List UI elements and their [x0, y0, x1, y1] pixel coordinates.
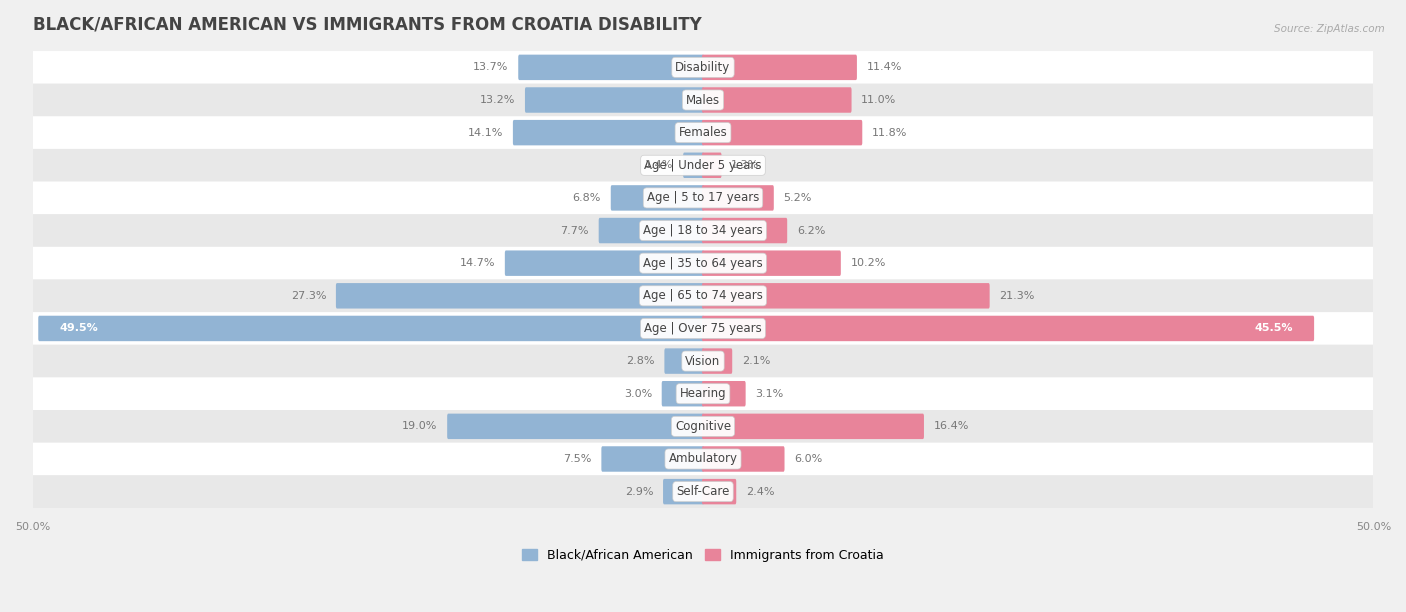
Text: Cognitive: Cognitive	[675, 420, 731, 433]
Text: 2.9%: 2.9%	[624, 487, 654, 496]
Text: 3.0%: 3.0%	[624, 389, 652, 399]
Text: Self-Care: Self-Care	[676, 485, 730, 498]
FancyBboxPatch shape	[702, 54, 856, 80]
Text: Age | 35 to 64 years: Age | 35 to 64 years	[643, 256, 763, 270]
FancyBboxPatch shape	[38, 316, 704, 341]
FancyBboxPatch shape	[702, 479, 737, 504]
Text: 6.0%: 6.0%	[794, 454, 823, 464]
FancyBboxPatch shape	[524, 88, 704, 113]
Text: Age | 5 to 17 years: Age | 5 to 17 years	[647, 192, 759, 204]
Text: 2.1%: 2.1%	[742, 356, 770, 366]
Text: BLACK/AFRICAN AMERICAN VS IMMIGRANTS FROM CROATIA DISABILITY: BLACK/AFRICAN AMERICAN VS IMMIGRANTS FRO…	[32, 15, 702, 33]
Text: Source: ZipAtlas.com: Source: ZipAtlas.com	[1274, 24, 1385, 34]
Text: 6.2%: 6.2%	[797, 226, 825, 236]
FancyBboxPatch shape	[32, 280, 1374, 312]
FancyBboxPatch shape	[519, 54, 704, 80]
FancyBboxPatch shape	[702, 446, 785, 472]
Text: 19.0%: 19.0%	[402, 421, 437, 431]
Text: Age | Under 5 years: Age | Under 5 years	[644, 159, 762, 172]
FancyBboxPatch shape	[610, 185, 704, 211]
Legend: Black/African American, Immigrants from Croatia: Black/African American, Immigrants from …	[517, 543, 889, 567]
FancyBboxPatch shape	[32, 149, 1374, 182]
FancyBboxPatch shape	[664, 479, 704, 504]
FancyBboxPatch shape	[32, 312, 1374, 345]
Text: 1.3%: 1.3%	[731, 160, 759, 170]
FancyBboxPatch shape	[702, 381, 745, 406]
FancyBboxPatch shape	[32, 442, 1374, 476]
Text: 49.5%: 49.5%	[59, 324, 98, 334]
Text: 13.2%: 13.2%	[479, 95, 515, 105]
FancyBboxPatch shape	[32, 214, 1374, 247]
FancyBboxPatch shape	[32, 51, 1374, 84]
Text: Ambulatory: Ambulatory	[668, 452, 738, 466]
Text: 5.2%: 5.2%	[783, 193, 811, 203]
Text: 21.3%: 21.3%	[1000, 291, 1035, 301]
FancyBboxPatch shape	[662, 381, 704, 406]
Text: Age | Over 75 years: Age | Over 75 years	[644, 322, 762, 335]
Text: Males: Males	[686, 94, 720, 106]
Text: 16.4%: 16.4%	[934, 421, 969, 431]
Text: 7.7%: 7.7%	[561, 226, 589, 236]
FancyBboxPatch shape	[665, 348, 704, 374]
FancyBboxPatch shape	[702, 283, 990, 308]
Text: Vision: Vision	[685, 354, 721, 368]
FancyBboxPatch shape	[683, 152, 704, 178]
Text: 2.4%: 2.4%	[747, 487, 775, 496]
FancyBboxPatch shape	[336, 283, 704, 308]
FancyBboxPatch shape	[702, 348, 733, 374]
FancyBboxPatch shape	[702, 316, 1315, 341]
Text: Age | 65 to 74 years: Age | 65 to 74 years	[643, 289, 763, 302]
FancyBboxPatch shape	[32, 476, 1374, 508]
Text: 11.8%: 11.8%	[872, 128, 907, 138]
FancyBboxPatch shape	[702, 218, 787, 243]
FancyBboxPatch shape	[505, 250, 704, 276]
FancyBboxPatch shape	[599, 218, 704, 243]
Text: 6.8%: 6.8%	[572, 193, 602, 203]
Text: 7.5%: 7.5%	[564, 454, 592, 464]
FancyBboxPatch shape	[702, 414, 924, 439]
FancyBboxPatch shape	[447, 414, 704, 439]
Text: 14.1%: 14.1%	[468, 128, 503, 138]
FancyBboxPatch shape	[32, 410, 1374, 442]
FancyBboxPatch shape	[702, 88, 852, 113]
FancyBboxPatch shape	[702, 120, 862, 146]
Text: 1.4%: 1.4%	[645, 160, 673, 170]
Text: Age | 18 to 34 years: Age | 18 to 34 years	[643, 224, 763, 237]
FancyBboxPatch shape	[602, 446, 704, 472]
FancyBboxPatch shape	[702, 250, 841, 276]
Text: Disability: Disability	[675, 61, 731, 74]
Text: Females: Females	[679, 126, 727, 139]
Text: 10.2%: 10.2%	[851, 258, 886, 268]
Text: 27.3%: 27.3%	[291, 291, 326, 301]
FancyBboxPatch shape	[32, 116, 1374, 149]
Text: 45.5%: 45.5%	[1254, 324, 1294, 334]
Text: Hearing: Hearing	[679, 387, 727, 400]
FancyBboxPatch shape	[32, 84, 1374, 116]
Text: 13.7%: 13.7%	[474, 62, 509, 72]
FancyBboxPatch shape	[513, 120, 704, 146]
Text: 11.0%: 11.0%	[862, 95, 897, 105]
Text: 11.4%: 11.4%	[866, 62, 901, 72]
Text: 14.7%: 14.7%	[460, 258, 495, 268]
FancyBboxPatch shape	[32, 247, 1374, 280]
FancyBboxPatch shape	[702, 185, 773, 211]
FancyBboxPatch shape	[32, 182, 1374, 214]
FancyBboxPatch shape	[32, 345, 1374, 378]
Text: 2.8%: 2.8%	[626, 356, 655, 366]
FancyBboxPatch shape	[32, 378, 1374, 410]
FancyBboxPatch shape	[702, 152, 721, 178]
Text: 3.1%: 3.1%	[755, 389, 783, 399]
